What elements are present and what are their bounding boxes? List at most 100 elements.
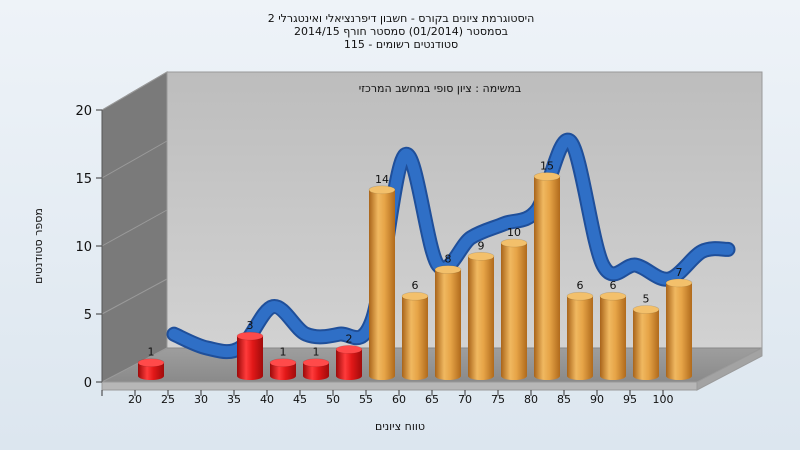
- x-tick-label: 60: [392, 393, 406, 406]
- x-tick-label: 35: [227, 393, 241, 406]
- bar: [236, 331, 264, 380]
- bar-body: [468, 256, 494, 380]
- data-label: 2: [346, 332, 353, 345]
- x-tick-label: 100: [653, 393, 674, 406]
- bar: [434, 265, 462, 380]
- x-tick-label: 30: [194, 393, 208, 406]
- y-tick-label: 10: [75, 240, 92, 255]
- bar: [632, 305, 660, 380]
- bar-body: [534, 176, 560, 380]
- bar-body: [567, 296, 593, 380]
- x-axis: 20 25 30 35 40 45 50 55 60 65 70 75 80 85 90 95 100: [101, 390, 674, 406]
- x-tick-label: 85: [557, 393, 571, 406]
- bar: [599, 291, 627, 380]
- bar-top: [533, 172, 561, 181]
- data-label: 3: [247, 319, 254, 332]
- x-tick-label: 40: [260, 393, 274, 406]
- y-gridline: [101, 278, 168, 315]
- y-gridline: [101, 347, 168, 383]
- bar: [566, 291, 594, 380]
- bar-top: [467, 251, 495, 261]
- floor-front-edge: [101, 381, 698, 391]
- y-tick-label: 0: [84, 376, 92, 391]
- x-tick-label: 20: [128, 393, 142, 406]
- bar: [500, 238, 528, 380]
- bar-body: [237, 336, 263, 380]
- x-tick-label: 70: [458, 393, 472, 406]
- bar-body: [270, 362, 296, 380]
- bar: [335, 345, 363, 380]
- chart-subtitle: במשימה : ציון סופי במחשב המרכזי: [359, 82, 522, 95]
- data-label: 1: [148, 346, 155, 359]
- chart-title-line-3: 115 - סטודנטים רשומים: [344, 38, 458, 51]
- bar-body: [369, 189, 395, 380]
- bar-top: [566, 291, 594, 301]
- y-gridline: [101, 140, 168, 179]
- bar: [368, 185, 396, 380]
- bar-top: [236, 331, 264, 341]
- x-tick-label: 45: [293, 393, 307, 406]
- bar-body: [402, 296, 428, 380]
- data-label: 9: [478, 239, 485, 252]
- x-tick-label: 25: [161, 393, 175, 406]
- y-tick-label: 20: [75, 104, 92, 119]
- data-labels-group: 1 3 1 1 2 14 6 8 9 10 15 6 6 5 7: [148, 160, 683, 359]
- x-axis-title: טווח ציונים: [375, 420, 425, 433]
- bar-top: [368, 185, 396, 195]
- x-tick-label: 80: [524, 393, 538, 406]
- bar: [467, 251, 495, 380]
- chart-title-line-2: בסמסטר (01/2014) סמסטר חורף 2014/15: [294, 25, 508, 38]
- bar: [533, 172, 561, 380]
- data-label: 15: [540, 160, 554, 173]
- y-gridline: [101, 209, 168, 247]
- data-label: 6: [577, 279, 584, 292]
- bar: [401, 291, 429, 380]
- y-tick-label: 15: [75, 172, 92, 187]
- bar: [269, 358, 297, 380]
- bar-body: [633, 309, 659, 380]
- data-label: 6: [610, 279, 617, 292]
- data-label: 6: [412, 279, 419, 292]
- side-wall: [101, 71, 168, 383]
- bar: [665, 278, 693, 380]
- bar-top: [302, 358, 330, 368]
- bar-body: [435, 269, 461, 380]
- y-axis: 0 5 10 15 20: [75, 71, 168, 391]
- x-tick-label: 50: [326, 393, 340, 406]
- bar-body: [336, 349, 362, 380]
- y-axis-title: מספר סטודנטים: [32, 208, 45, 284]
- data-label: 10: [507, 226, 521, 239]
- chart-title-line-1: היסטוגרמת ציונים בקורס - חשבון דיפרנציאל…: [268, 12, 535, 25]
- x-tick-label: 55: [359, 393, 373, 406]
- data-label: 1: [313, 346, 320, 359]
- bar-body: [666, 282, 692, 380]
- bar-body: [138, 362, 164, 380]
- x-tick-label: 65: [425, 393, 439, 406]
- x-tick-label: 95: [623, 393, 637, 406]
- floor-right-edge: [696, 347, 763, 391]
- bar-top: [335, 345, 363, 354]
- bar: [137, 358, 165, 380]
- data-label: 8: [445, 253, 452, 266]
- bar-body: [501, 243, 527, 380]
- y-tick-label: 5: [84, 308, 92, 323]
- bar-top: [401, 291, 429, 301]
- bar-top: [269, 358, 297, 368]
- bar: [302, 358, 330, 380]
- data-label: 1: [280, 346, 287, 359]
- bar-top: [632, 305, 660, 314]
- bar-top: [434, 265, 462, 274]
- bar-body: [303, 362, 329, 380]
- bar-top: [665, 278, 693, 288]
- x-tick-label: 75: [491, 393, 505, 406]
- data-label: 14: [375, 173, 389, 186]
- data-label: 5: [643, 293, 650, 306]
- bar-top: [137, 358, 165, 368]
- y-gridline: [101, 71, 168, 111]
- bar-top: [599, 291, 627, 301]
- bar-body: [600, 296, 626, 380]
- bar-top: [500, 238, 528, 248]
- x-tick-label: 90: [590, 393, 604, 406]
- data-label: 7: [676, 266, 683, 279]
